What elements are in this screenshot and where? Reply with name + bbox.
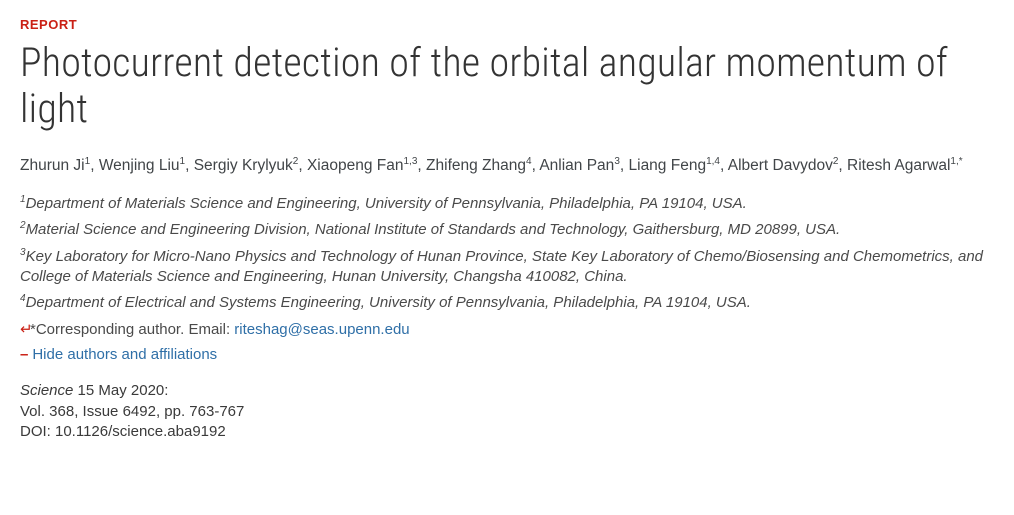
author-affil-sup: 4: [526, 156, 532, 167]
affiliation-item: 1Department of Materials Science and Eng…: [20, 194, 994, 214]
author-affil-sup: 1,4: [706, 156, 720, 167]
author-affil-sup: 2: [833, 156, 839, 167]
author-affil-sup: 1: [180, 156, 186, 167]
corresponding-email-link[interactable]: riteshag@seas.upenn.edu: [234, 321, 409, 338]
article-title: Photocurrent detection of the orbital an…: [20, 40, 994, 132]
author-name[interactable]: Anlian Pan: [539, 157, 614, 174]
affiliation-item: 4Department of Electrical and Systems En…: [20, 293, 994, 313]
journal-name: Science: [20, 382, 73, 399]
pub-date: 15 May 2020:: [73, 382, 168, 399]
author-affil-sup: 3: [614, 156, 620, 167]
author-affil-sup: 1,*: [950, 156, 962, 167]
author-name[interactable]: Wenjing Liu: [99, 157, 180, 174]
author-affil-sup: 1,3: [404, 156, 418, 167]
author-affil-sup: 1: [85, 156, 91, 167]
pub-volume: Vol. 368, Issue 6492, pp. 763-767: [20, 403, 244, 420]
corresponding-author: ↵*Corresponding author. Email: riteshag@…: [20, 319, 994, 340]
corresponding-label: *Corresponding author. Email:: [30, 321, 234, 338]
author-affil-sup: 2: [293, 156, 299, 167]
author-name[interactable]: Zhurun Ji: [20, 157, 85, 174]
collapse-icon: –: [20, 346, 28, 363]
authors-list: Zhurun Ji1, Wenjing Liu1, Sergiy Krylyuk…: [20, 154, 994, 178]
publication-info: Science 15 May 2020: Vol. 368, Issue 649…: [20, 381, 994, 442]
corresponding-symbol-icon: ↵: [20, 319, 30, 340]
author-name[interactable]: Ritesh Agarwal: [847, 157, 950, 174]
hide-authors-toggle[interactable]: –Hide authors and affiliations: [20, 344, 994, 365]
affiliation-item: 3Key Laboratory for Micro-Nano Physics a…: [20, 247, 994, 288]
article-type-label: REPORT: [20, 16, 994, 34]
author-name[interactable]: Sergiy Krylyuk: [194, 157, 293, 174]
affiliation-item: 2Material Science and Engineering Divisi…: [20, 220, 994, 240]
pub-doi: DOI: 10.1126/science.aba9192: [20, 423, 226, 440]
hide-authors-label: Hide authors and affiliations: [32, 346, 217, 363]
author-name[interactable]: Xiaopeng Fan: [307, 157, 404, 174]
affiliations-list: 1Department of Materials Science and Eng…: [20, 194, 994, 313]
author-name[interactable]: Albert Davydov: [728, 157, 833, 174]
author-name[interactable]: Zhifeng Zhang: [426, 157, 526, 174]
author-name[interactable]: Liang Feng: [629, 157, 707, 174]
